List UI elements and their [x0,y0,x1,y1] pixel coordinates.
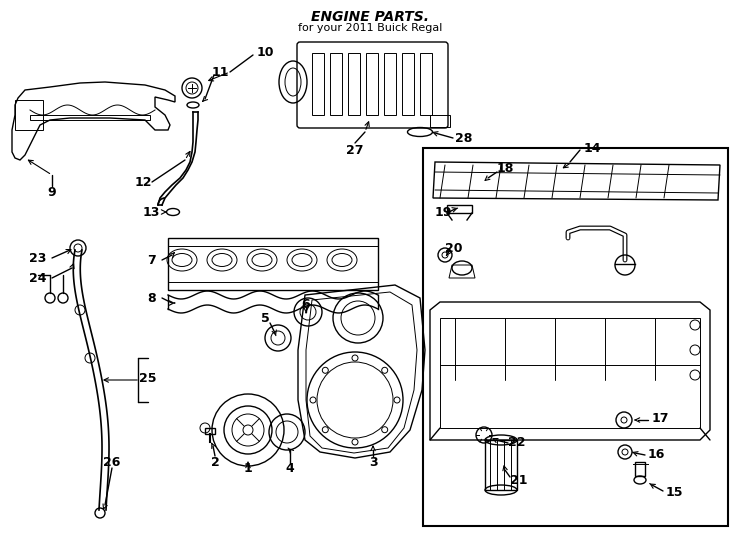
Text: for your 2011 Buick Regal: for your 2011 Buick Regal [298,23,442,33]
Bar [348,53,360,115]
Text: 20: 20 [445,241,462,254]
Bar [440,318,700,428]
Bar [402,53,414,115]
Text: 18: 18 [496,161,514,174]
Text: 1: 1 [244,462,252,475]
Text: 10: 10 [256,45,274,58]
Text: 15: 15 [666,485,683,498]
Bar [384,53,396,115]
Bar [30,115,150,120]
Text: 17: 17 [652,411,669,424]
Text: ENGINE PARTS.: ENGINE PARTS. [311,10,429,24]
Text: 19: 19 [435,206,452,219]
Text: 12: 12 [134,176,152,188]
Bar [420,53,432,115]
Text: 28: 28 [455,132,473,145]
Text: 8: 8 [148,292,156,305]
Bar [485,440,517,490]
Bar [366,53,378,115]
Text: 21: 21 [510,474,528,487]
Text: 14: 14 [584,141,600,154]
Text: 6: 6 [302,299,310,312]
Bar [423,148,728,526]
Bar [430,115,450,127]
Bar [447,205,472,213]
Text: 26: 26 [103,456,120,469]
Text: 25: 25 [139,372,157,384]
Bar [635,462,645,476]
Text: 11: 11 [211,65,229,78]
Text: 3: 3 [368,456,377,469]
Text: 22: 22 [508,436,526,449]
Text: 2: 2 [211,456,219,469]
Text: 9: 9 [48,186,57,199]
Text: 24: 24 [29,272,47,285]
Text: 7: 7 [148,253,156,267]
Text: 5: 5 [261,312,269,325]
Text: 16: 16 [648,449,666,462]
Bar [330,53,342,115]
Text: 4: 4 [286,462,294,475]
Bar [312,53,324,115]
Bar [205,428,215,434]
Text: 13: 13 [142,206,160,219]
Text: 23: 23 [29,252,47,265]
Text: 27: 27 [346,144,364,157]
Bar [15,100,43,130]
